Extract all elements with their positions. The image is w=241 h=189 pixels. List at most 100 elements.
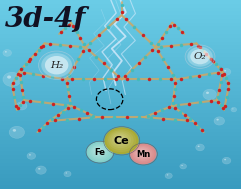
Bar [0, 94, 241, 98]
Circle shape [89, 144, 109, 159]
Bar [0, 64, 241, 68]
Circle shape [232, 108, 234, 109]
Bar [0, 147, 241, 151]
Circle shape [92, 146, 105, 156]
Bar [0, 68, 241, 72]
Bar [0, 79, 241, 83]
Circle shape [167, 174, 168, 175]
Bar [0, 34, 241, 38]
Bar [0, 15, 241, 19]
Bar [0, 121, 241, 125]
Circle shape [110, 132, 131, 148]
Circle shape [106, 129, 136, 152]
Circle shape [140, 151, 143, 154]
Circle shape [88, 143, 111, 161]
Bar [0, 42, 241, 45]
Circle shape [134, 147, 151, 160]
Circle shape [112, 133, 129, 146]
Circle shape [136, 148, 149, 158]
Circle shape [214, 117, 225, 125]
Bar [0, 76, 241, 79]
Bar [0, 155, 241, 159]
Circle shape [9, 126, 25, 138]
Bar [0, 53, 241, 57]
Bar [0, 4, 241, 8]
Bar [0, 38, 241, 42]
Bar [0, 125, 241, 129]
Bar [0, 132, 241, 136]
Bar [0, 117, 241, 121]
Circle shape [91, 145, 107, 158]
Bar [0, 0, 241, 4]
Circle shape [180, 164, 187, 169]
Circle shape [39, 51, 75, 79]
Bar [0, 140, 241, 144]
Circle shape [187, 47, 213, 67]
Bar [0, 170, 241, 174]
Circle shape [206, 92, 209, 94]
Circle shape [29, 154, 31, 156]
Bar [0, 72, 241, 76]
Circle shape [3, 50, 12, 56]
Bar [0, 60, 241, 64]
Bar [0, 181, 241, 185]
Bar [0, 19, 241, 23]
Circle shape [97, 149, 100, 152]
Circle shape [130, 143, 157, 164]
Circle shape [185, 45, 215, 68]
Circle shape [116, 136, 124, 142]
Circle shape [181, 165, 183, 166]
Bar [0, 87, 241, 91]
Circle shape [133, 146, 153, 161]
Bar [0, 45, 241, 49]
Circle shape [3, 72, 21, 87]
Circle shape [139, 150, 145, 155]
Circle shape [19, 104, 21, 105]
Circle shape [196, 144, 204, 151]
Circle shape [108, 130, 134, 150]
Bar [0, 11, 241, 15]
Circle shape [64, 171, 71, 177]
Bar [0, 106, 241, 110]
Bar [0, 8, 241, 11]
Circle shape [41, 53, 72, 77]
Circle shape [137, 149, 147, 157]
Bar [0, 113, 241, 117]
Circle shape [203, 89, 216, 100]
Bar [0, 144, 241, 147]
Circle shape [66, 172, 67, 174]
Text: O₂: O₂ [194, 52, 206, 61]
Circle shape [190, 49, 210, 64]
Bar [0, 178, 241, 181]
Circle shape [7, 75, 11, 79]
Circle shape [36, 166, 46, 174]
Circle shape [5, 51, 7, 53]
Bar [0, 83, 241, 87]
Circle shape [165, 173, 172, 179]
Circle shape [16, 102, 27, 110]
Circle shape [216, 119, 219, 121]
Bar [0, 129, 241, 132]
Bar [0, 23, 241, 26]
Bar [0, 49, 241, 53]
Circle shape [222, 157, 231, 164]
Text: Ce: Ce [114, 136, 129, 146]
Bar [0, 174, 241, 178]
Bar [0, 102, 241, 106]
Circle shape [95, 148, 101, 153]
Circle shape [94, 147, 103, 155]
Circle shape [87, 142, 113, 163]
Circle shape [38, 168, 40, 170]
Bar [0, 91, 241, 94]
Circle shape [114, 135, 126, 144]
Circle shape [131, 145, 155, 163]
Bar [0, 163, 241, 166]
Circle shape [104, 127, 139, 154]
Text: 3d-4f: 3d-4f [5, 6, 86, 33]
Bar [0, 159, 241, 163]
Bar [0, 166, 241, 170]
Circle shape [224, 70, 226, 71]
Text: H₂: H₂ [50, 61, 63, 70]
Circle shape [27, 153, 36, 159]
Bar [0, 98, 241, 102]
